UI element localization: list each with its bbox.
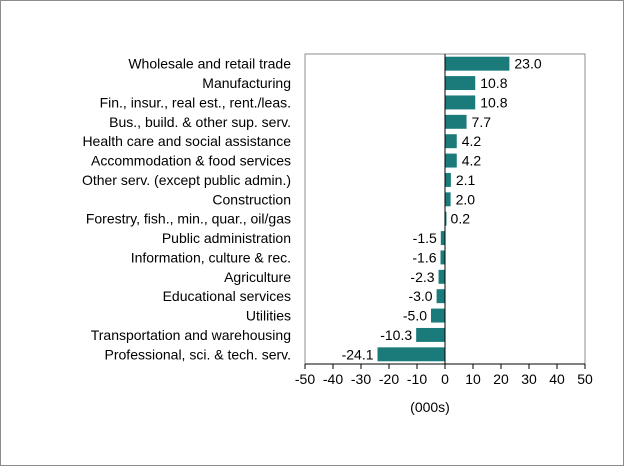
bar (431, 308, 445, 323)
bar (445, 211, 447, 226)
x-tick-label: 0 (441, 371, 449, 387)
bar (436, 289, 445, 304)
category-label: Utilities (246, 308, 291, 324)
x-tick-label: 20 (493, 371, 509, 387)
category-label: Bus., build. & other sup. serv. (109, 114, 291, 130)
data-label: -1.6 (412, 249, 436, 265)
bar (445, 76, 476, 91)
bar (438, 269, 445, 284)
x-tick-label: -10 (407, 371, 427, 387)
bar (445, 114, 467, 129)
data-label: 2.0 (456, 191, 476, 207)
data-label: 10.8 (480, 75, 507, 91)
category-label: Other serv. (except public admin.) (82, 172, 291, 188)
x-tick-label: 10 (465, 371, 481, 387)
bar (440, 250, 445, 265)
data-label: 7.7 (472, 114, 492, 130)
x-axis: -50 -40 -30 -20 -10 0 10 20 30 40 50 (295, 54, 593, 387)
data-label: -2.3 (410, 269, 434, 285)
bar (440, 231, 445, 246)
category-label: Information, culture & rec. (131, 249, 291, 265)
data-label: -5.0 (403, 308, 427, 324)
data-label: 10.8 (480, 94, 507, 110)
bar (445, 172, 451, 187)
data-label: 4.2 (462, 153, 482, 169)
category-labels: Wholesale and retail trade Manufacturing F… (82, 56, 291, 363)
category-label: Accommodation & food services (91, 153, 291, 169)
category-label: Manufacturing (202, 75, 291, 91)
x-tick-label: -30 (351, 371, 371, 387)
x-tick-label: 30 (521, 371, 537, 387)
category-label: Forestry, fish., min., quar., oil/gas (86, 211, 291, 227)
data-label: 0.2 (451, 211, 471, 227)
x-tick-label: -40 (323, 371, 343, 387)
bar (416, 327, 445, 342)
x-tick-label: -20 (379, 371, 399, 387)
bar (445, 192, 451, 207)
data-label: -10.3 (380, 327, 412, 343)
category-label: Health care and social assistance (82, 133, 291, 149)
bar (445, 153, 457, 168)
data-label: 2.1 (456, 172, 476, 188)
bar-series (377, 56, 510, 362)
category-label: Public administration (162, 230, 291, 246)
data-label: 4.2 (462, 133, 482, 149)
category-label: Fin., insur., real est., rent./leas. (100, 94, 291, 110)
bar (445, 134, 457, 149)
category-label: Construction (212, 191, 291, 207)
x-tick-label: -50 (295, 371, 315, 387)
data-label: 23.0 (514, 56, 541, 72)
x-tick-label: 50 (577, 371, 593, 387)
bar (445, 95, 476, 110)
category-label: Agriculture (224, 269, 291, 285)
category-label: Wholesale and retail trade (128, 56, 291, 72)
data-label: -1.5 (413, 230, 437, 246)
data-label: -3.0 (408, 288, 432, 304)
x-axis-title: (000s) (410, 399, 450, 415)
data-labels: 23.0 10.8 10.8 7.7 4.2 4.2 2.1 2.0 0.2 -1.5 -1.6 -2… (342, 56, 542, 363)
category-label: Professional, sci. & tech. serv. (105, 346, 291, 362)
bar (445, 56, 510, 71)
x-tick-label: 40 (549, 371, 565, 387)
category-label: Transportation and warehousing (91, 327, 291, 343)
data-label: -24.1 (342, 346, 374, 362)
bar (377, 347, 445, 362)
category-label: Educational services (163, 288, 291, 304)
